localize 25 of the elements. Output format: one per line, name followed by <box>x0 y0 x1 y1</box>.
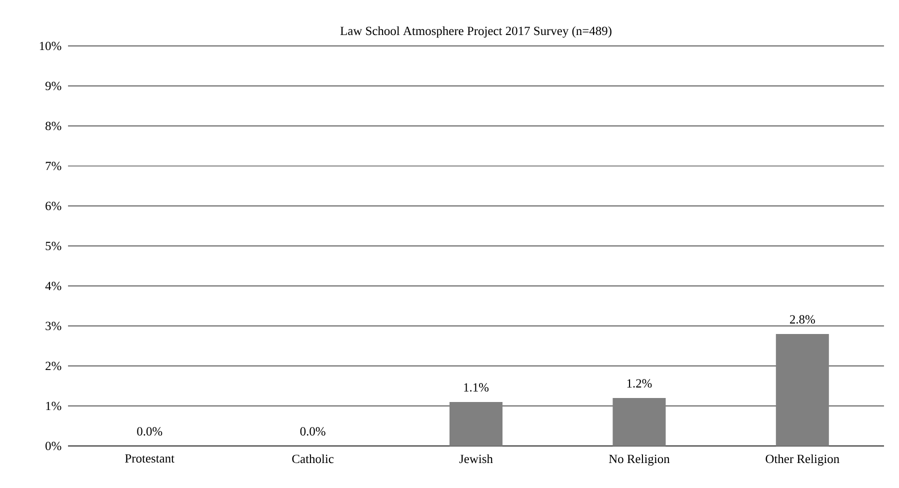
data-label: 0.0% <box>137 427 162 436</box>
y-tick-label: 10% <box>40 42 62 50</box>
y-tick-label: 9% <box>45 82 62 90</box>
data-label: 0.0% <box>300 427 326 436</box>
x-tick-label: No Religion <box>608 454 670 466</box>
y-tick-label: 4% <box>45 282 62 290</box>
data-label: 1.2% <box>627 379 652 388</box>
bar <box>776 334 829 446</box>
x-tick-label: Catholic <box>292 454 334 464</box>
data-label: 2.8% <box>790 315 815 324</box>
y-tick-label: 7% <box>46 162 62 170</box>
y-tick-label: 3% <box>46 322 62 330</box>
bar <box>450 402 503 446</box>
bar <box>612 398 666 446</box>
x-tick-label: Other Religion <box>766 454 840 466</box>
x-tick-label: Jewish <box>459 454 493 464</box>
y-tick-label: 8% <box>46 122 62 130</box>
y-tick-label: 0% <box>46 442 62 450</box>
y-tick-label: 5% <box>46 242 62 250</box>
y-tick-label: 2% <box>46 362 62 370</box>
y-tick-label: 6% <box>46 202 62 210</box>
x-tick-label: Protestant <box>125 454 174 463</box>
y-tick-label: 1% <box>46 402 62 410</box>
chart-title: Law School Atmosphere Project 2017 Survey (n=489) <box>340 26 612 38</box>
data-label: 1.1% <box>464 383 489 392</box>
